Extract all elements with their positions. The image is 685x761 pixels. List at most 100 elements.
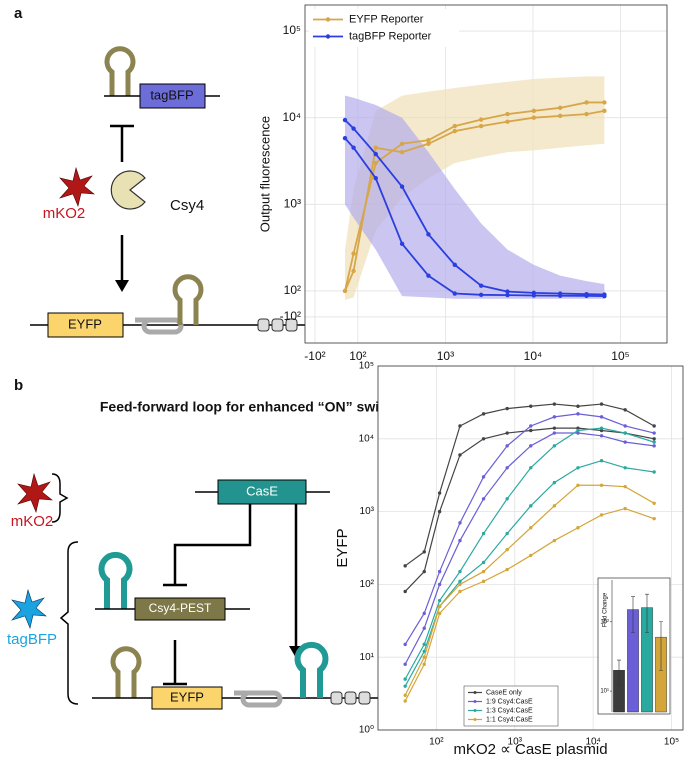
data-point bbox=[478, 123, 484, 129]
data-point bbox=[529, 553, 533, 558]
data-point bbox=[458, 424, 462, 428]
data-point bbox=[529, 526, 533, 530]
data-point bbox=[481, 531, 486, 536]
legend-box bbox=[309, 9, 459, 47]
data-point bbox=[584, 293, 589, 299]
data-point bbox=[399, 141, 405, 146]
y-axis-label: Fold Change bbox=[603, 592, 609, 627]
box-repeat bbox=[358, 691, 371, 705]
inducer-label: mKO2 bbox=[11, 513, 54, 530]
hairpin bbox=[98, 551, 133, 609]
data-point bbox=[552, 402, 557, 406]
data-point bbox=[505, 111, 510, 117]
data-point bbox=[422, 662, 426, 666]
data-point bbox=[576, 428, 580, 433]
data-point bbox=[599, 459, 604, 463]
x-tick-label: 10³ bbox=[508, 737, 523, 748]
x-tick-label: 10⁵ bbox=[664, 737, 679, 748]
y-tick-label: 10⁴ bbox=[359, 433, 374, 444]
gene-label: tagBFP bbox=[150, 87, 193, 102]
data-point bbox=[623, 506, 627, 511]
data-point bbox=[505, 497, 509, 501]
error-bar bbox=[645, 593, 649, 633]
legend-label: tagBFP Reporter bbox=[349, 30, 432, 42]
gene-box bbox=[217, 479, 307, 505]
box-repeat bbox=[257, 318, 270, 332]
data-point bbox=[481, 475, 486, 479]
data-point bbox=[481, 560, 486, 565]
data-point bbox=[576, 483, 580, 487]
data-point bbox=[399, 149, 405, 155]
x-tick-label: 10³ bbox=[437, 349, 454, 363]
gene-label: EYFP bbox=[170, 689, 204, 704]
data-point bbox=[481, 412, 486, 416]
star bbox=[59, 166, 95, 207]
data-point bbox=[458, 453, 462, 457]
box-repeat bbox=[330, 691, 343, 705]
data-point bbox=[623, 466, 627, 470]
legend-dot bbox=[473, 700, 477, 703]
data-point bbox=[599, 426, 604, 430]
y-tick-label: 10¹ bbox=[360, 652, 375, 663]
data-point bbox=[403, 699, 407, 703]
data-point bbox=[351, 145, 356, 150]
series-line bbox=[344, 137, 605, 298]
panel-label: a bbox=[14, 5, 23, 22]
data-point bbox=[505, 119, 510, 124]
y-tick-label: 10¹ bbox=[600, 689, 609, 695]
data-point bbox=[422, 611, 426, 616]
data-point bbox=[458, 582, 462, 587]
series-line bbox=[344, 109, 605, 292]
data-point bbox=[481, 569, 486, 574]
data-point bbox=[652, 516, 656, 521]
data-point bbox=[552, 415, 557, 419]
utr-knot bbox=[234, 690, 283, 708]
y-tick-label: 10³ bbox=[360, 506, 375, 517]
data-point bbox=[584, 100, 589, 105]
x-tick-label: 10² bbox=[349, 349, 366, 363]
data-point bbox=[602, 293, 607, 299]
data-point bbox=[623, 484, 627, 489]
y-tick-label: 10² bbox=[284, 283, 301, 297]
data-point bbox=[458, 579, 462, 584]
data-point bbox=[584, 111, 589, 117]
y-tick-label: 10⁴ bbox=[282, 110, 301, 124]
data-point bbox=[437, 491, 442, 495]
gene-box bbox=[134, 597, 226, 621]
error-bar bbox=[631, 596, 635, 633]
series-line bbox=[404, 413, 655, 645]
gene-label: CasE bbox=[246, 483, 278, 498]
data-point bbox=[552, 538, 557, 543]
brace bbox=[59, 541, 79, 705]
data-point bbox=[531, 115, 537, 120]
data-point bbox=[373, 160, 378, 166]
data-point bbox=[531, 108, 537, 114]
data-point bbox=[529, 428, 533, 433]
x-tick-label: 10⁴ bbox=[524, 349, 543, 363]
series-layer bbox=[403, 402, 656, 703]
panel-label: b bbox=[14, 377, 23, 394]
hairpin bbox=[172, 274, 204, 325]
data-point bbox=[426, 273, 431, 278]
data-point bbox=[481, 437, 486, 441]
x-tick-label: 10⁴ bbox=[585, 737, 600, 748]
diagram-b: b Feed-forward loop for enhanced “ON” sw… bbox=[7, 377, 400, 710]
data-point bbox=[422, 655, 426, 659]
legend-dot bbox=[473, 718, 477, 721]
data-point bbox=[342, 135, 348, 141]
data-point bbox=[437, 569, 442, 574]
legend-label: EYFP Reporter bbox=[349, 13, 424, 25]
data-point bbox=[351, 126, 356, 131]
data-point bbox=[478, 283, 484, 288]
x-tick-label: 10⁵ bbox=[611, 349, 629, 363]
data-point bbox=[652, 470, 656, 474]
data-point bbox=[552, 504, 557, 508]
data-point bbox=[529, 504, 533, 508]
data-point bbox=[426, 137, 431, 143]
data-point bbox=[399, 184, 405, 189]
plot-frame bbox=[304, 4, 668, 344]
gene-label: EYFP bbox=[68, 316, 102, 331]
box-repeat bbox=[344, 691, 357, 705]
